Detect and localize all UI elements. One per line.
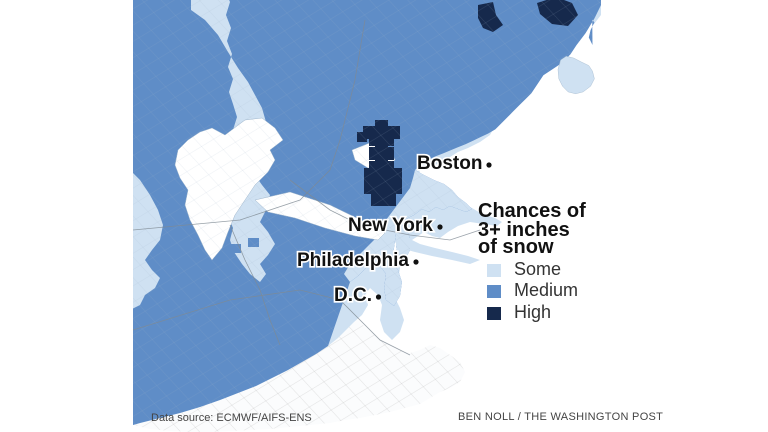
svg-text:Boston: Boston (417, 153, 482, 174)
svg-text:D.C.: D.C. (334, 285, 372, 306)
svg-text:High: High (514, 302, 551, 322)
svg-text:Some: Some (514, 259, 561, 279)
svg-text:of snow: of snow (478, 236, 554, 258)
svg-text:BEN NOLL / THE WASHINGTON POST: BEN NOLL / THE WASHINGTON POST (458, 411, 663, 423)
svg-text:Data source: ECMWF/AIFS-ENS: Data source: ECMWF/AIFS-ENS (151, 412, 312, 424)
svg-text:Medium: Medium (514, 280, 578, 300)
svg-text:New York: New York (348, 215, 433, 236)
svg-text:Philadelphia: Philadelphia (297, 250, 409, 271)
